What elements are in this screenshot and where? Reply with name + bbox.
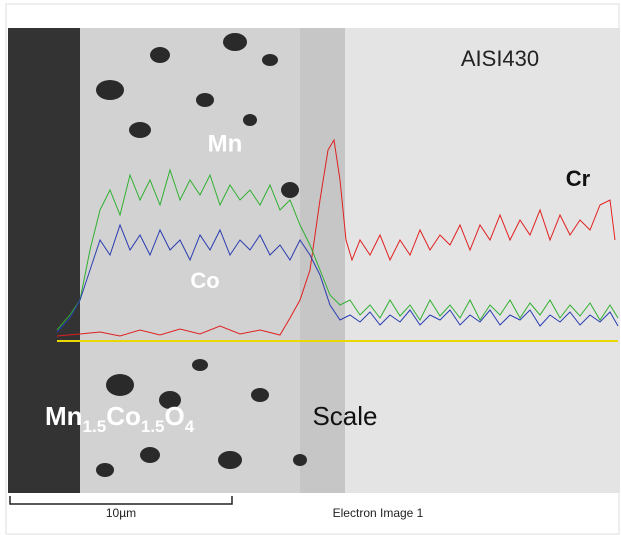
image-caption: Electron Image 1 bbox=[333, 506, 424, 520]
mount-region bbox=[8, 28, 80, 493]
substrate-label: AISI430 bbox=[461, 46, 539, 71]
formula-label: Mn1.5Co1.5O4 bbox=[45, 401, 195, 437]
scale-label: Scale bbox=[312, 401, 377, 431]
cr-trace bbox=[56, 138, 616, 337]
footer: 10µm Electron Image 1 bbox=[9, 496, 424, 520]
scale-bar bbox=[9, 496, 233, 505]
formula-part: Co bbox=[106, 401, 141, 431]
cr-label: Cr bbox=[566, 166, 591, 191]
formula-part: O bbox=[165, 401, 185, 431]
co-label: Co bbox=[190, 268, 219, 293]
formula-part: Mn bbox=[45, 401, 83, 431]
mn-trace bbox=[56, 168, 619, 331]
micrograph bbox=[8, 28, 620, 493]
line-scan bbox=[56, 138, 619, 342]
formula-sub: 1.5 bbox=[83, 417, 107, 436]
formula-sub: 4 bbox=[185, 417, 195, 436]
pores bbox=[96, 33, 307, 477]
co-trace bbox=[56, 223, 619, 333]
formula-sub: 1.5 bbox=[141, 417, 165, 436]
mn-label: Mn bbox=[208, 130, 243, 157]
scale-bar-label: 10µm bbox=[106, 506, 136, 520]
